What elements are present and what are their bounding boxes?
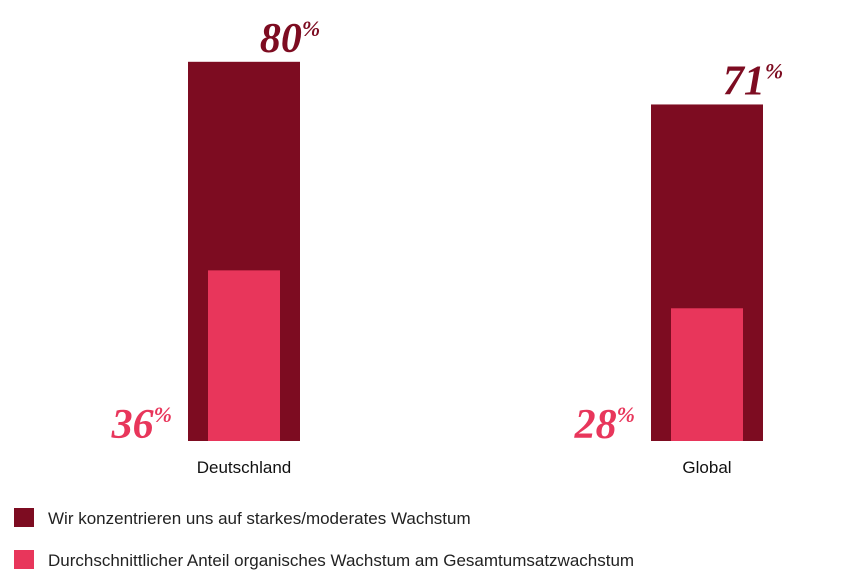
legend-label: Durchschnittlicher Anteil organisches Wa… [48,551,634,570]
bar [671,308,743,441]
value-label: 36% [111,402,172,448]
x-tick-label: Deutschland [197,458,292,477]
legend-swatch [14,550,34,569]
value-label: 28% [574,402,635,448]
bar [208,270,280,441]
value-label: 71% [723,58,783,104]
value-label: 80% [260,16,320,62]
x-tick-label: Global [682,458,731,477]
legend-swatch [14,508,34,527]
legend-label: Wir konzentrieren uns auf starkes/modera… [48,509,471,528]
